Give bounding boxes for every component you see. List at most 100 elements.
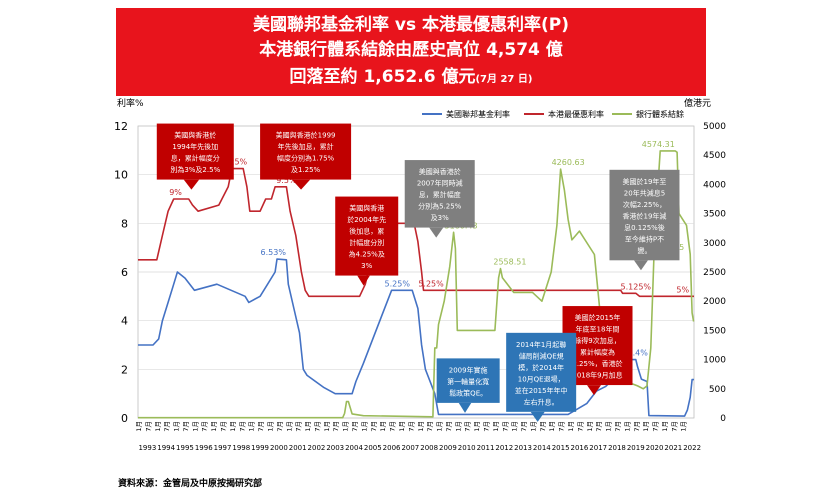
x-year-label: 2001	[289, 444, 307, 452]
callout-pointer	[530, 411, 545, 422]
y-left-tick-label: 2	[121, 363, 128, 376]
data-label: 4574.31	[642, 140, 675, 149]
callout-text-line: 於2004年先	[347, 215, 386, 224]
x-month-tick-label: 1月	[248, 421, 256, 432]
callout-pointer	[291, 179, 311, 190]
x-year-label: 2014	[533, 444, 551, 452]
x-month-tick-label: 7月	[633, 421, 641, 432]
x-year-label: 2022	[683, 444, 701, 452]
y-right-tick-label: 4500	[703, 151, 726, 161]
x-year-label: 2006	[383, 444, 401, 452]
x-month-tick-label: 7月	[201, 421, 209, 432]
callout-background	[506, 332, 577, 412]
callout-text-line: 年先後加息，累計	[278, 142, 334, 151]
x-year-label: 2010	[458, 444, 476, 452]
callout-text-line: 香港於19年減	[623, 211, 667, 220]
callout-background	[156, 123, 234, 180]
callout-text-line: 息，累計幅度分	[171, 154, 220, 163]
x-month-tick-label: 7月	[595, 421, 603, 432]
callout-text-line: 10月QE退場，	[518, 374, 565, 383]
data-label: 5.25%	[385, 279, 411, 288]
x-month-tick-label: 7月	[576, 421, 584, 432]
callout-text-line: 模，於2014年	[518, 363, 564, 372]
y-right-axis-title: 億港元	[684, 97, 711, 109]
x-year-label: 1995	[176, 444, 194, 452]
y-left-tick-label: 8	[121, 217, 128, 230]
x-year-label: 2019	[627, 444, 645, 452]
x-year-label: 2013	[514, 444, 532, 452]
x-month-tick-label: 1月	[154, 421, 162, 432]
x-year-label: 2015	[552, 444, 570, 452]
callout-text-line: 2.25%，香港於	[572, 359, 622, 368]
callout-text-line: 錄得9次加息，	[574, 336, 620, 345]
callout-text-line: 鬆政策QE。	[449, 388, 487, 397]
x-month-tick-label: 1月	[229, 421, 237, 432]
callout-background	[404, 160, 475, 228]
callout-text-line: 美國於2015年	[575, 313, 621, 322]
x-year-label: 2011	[477, 444, 495, 452]
y-right-tick-label: 3500	[703, 210, 726, 220]
title-line-3-main: 回落至約 1,652.6 億元	[289, 67, 476, 87]
y-right-tick-label: 2000	[703, 297, 726, 307]
callout-text-line: 美國與香港	[349, 204, 384, 213]
callout-text-line: 後加息，累	[349, 227, 384, 236]
title-line-3-date: (7月 27 日)	[475, 74, 533, 85]
legend-label: 本港最優惠利率	[548, 109, 604, 119]
callout-text-line: 息，累計幅度	[419, 190, 461, 199]
x-year-label: 2020	[646, 444, 664, 452]
callout-text-line: 別為3%及2.5%	[170, 165, 220, 174]
x-month-tick-label: 7月	[539, 421, 547, 432]
y-right-tick-label: 5000	[703, 122, 726, 132]
x-month-tick-label: 7月	[389, 421, 397, 432]
callout-pointer	[458, 402, 472, 413]
x-month-tick-label: 1月	[548, 421, 556, 432]
callout-background	[260, 123, 352, 180]
x-year-label: 1994	[157, 444, 175, 452]
x-month-tick-label: 7月	[464, 421, 472, 432]
x-month-tick-label: 7月	[332, 421, 340, 432]
callout-text-line: 儲局削減QE規	[519, 351, 564, 360]
callout-text-line: 分別為5.25%	[418, 202, 462, 211]
y-right-tick-label: 500	[709, 385, 726, 395]
y-right-tick-label: 1000	[703, 356, 726, 366]
x-month-tick-label: 1月	[360, 421, 368, 432]
callout-text-line: 並在2015年年中	[515, 386, 568, 395]
x-year-label: 1997	[214, 444, 232, 452]
x-year-label: 2004	[345, 444, 363, 452]
series-line-2	[138, 167, 694, 298]
callout-text-line: 息0.125%後	[624, 223, 665, 232]
y-left-tick-label: 12	[114, 120, 128, 133]
data-label: 6.53%	[261, 248, 287, 257]
callout-text-line: 年底至18年間	[576, 325, 620, 334]
x-year-label: 2003	[326, 444, 344, 452]
callout-pointer	[183, 179, 200, 190]
x-year-label: 2002	[308, 444, 326, 452]
x-year-label: 2021	[664, 444, 682, 452]
callout-pointer	[587, 385, 602, 396]
x-year-label: 1998	[232, 444, 250, 452]
callout-text-line: 幅度分別為1.75%	[277, 154, 335, 163]
x-month-tick-label: 1月	[661, 421, 669, 432]
x-month-tick-label: 7月	[163, 421, 171, 432]
x-month-tick-label: 7月	[220, 421, 228, 432]
x-year-label: 1999	[251, 444, 269, 452]
x-month-tick-label: 1月	[210, 421, 218, 432]
callout-text-line: 累計幅度為	[580, 348, 615, 357]
callout-pointer	[429, 227, 444, 238]
x-month-tick-label: 1月	[511, 421, 519, 432]
title-line-3: 回落至約 1,652.6 億元(7月 27 日)	[116, 63, 706, 94]
y-right-tick-label: 0	[720, 414, 726, 424]
x-month-tick-label: 1月	[623, 421, 631, 432]
x-month-tick-label: 1月	[173, 421, 181, 432]
callout-text-line: 美國與香港於1999	[276, 131, 336, 140]
callout-text-line: 美國與香港於	[419, 167, 461, 176]
callout-background	[436, 358, 500, 403]
callout-background	[335, 196, 399, 276]
callout-box: 美國於19年至 20年共減息5 次幅2.25%， 香港於19年減息0.125%後至今維…	[609, 169, 680, 271]
y-left-axis-title: 利率%	[117, 97, 144, 109]
